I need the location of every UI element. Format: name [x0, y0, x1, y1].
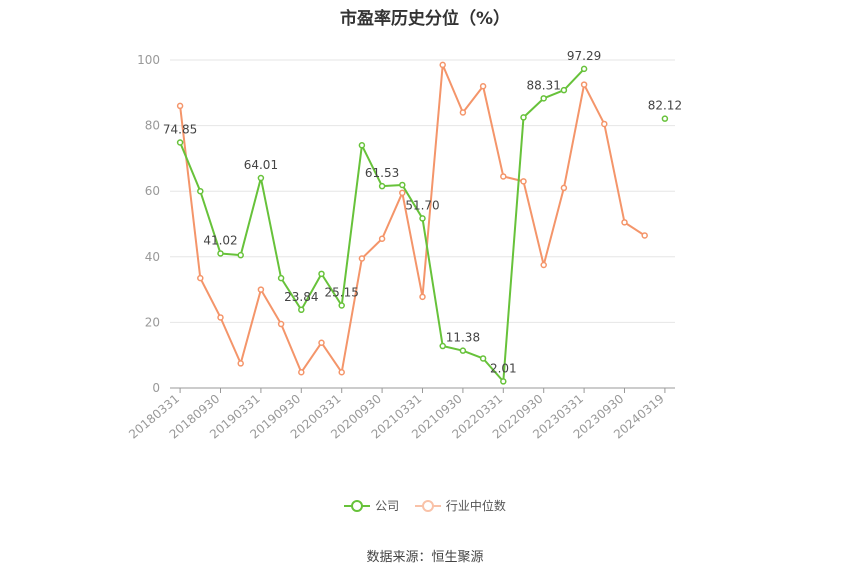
- data-point-company: [197, 187, 204, 195]
- data-label: 11.38: [446, 331, 480, 345]
- data-point-industry: [540, 261, 547, 269]
- data-point-industry: [358, 255, 366, 262]
- legend: 公司 行业中位数: [0, 497, 850, 516]
- data-point-industry: [580, 81, 588, 88]
- data-point-company: [520, 114, 527, 121]
- data-point-industry: [257, 286, 265, 293]
- data-label: 97.29: [567, 49, 601, 63]
- data-point-industry: [479, 82, 487, 90]
- y-tick-label: 100: [137, 53, 160, 67]
- data-point-company: [277, 274, 285, 282]
- data-point-company: [580, 65, 588, 73]
- data-point-industry: [217, 314, 224, 321]
- y-tick-label: 80: [145, 119, 160, 133]
- data-point-company: [399, 181, 406, 189]
- data-point-industry: [601, 120, 608, 128]
- data-point-company: [257, 174, 265, 182]
- data-label: 74.85: [163, 122, 197, 136]
- data-point-industry: [318, 339, 325, 346]
- data-point-industry: [176, 102, 184, 110]
- data-point-industry: [621, 219, 628, 226]
- data-label: 51.70: [405, 198, 439, 212]
- chart-title: 市盈率历史分位（%）: [339, 9, 511, 29]
- data-point-industry: [641, 232, 648, 239]
- data-point-industry: [399, 189, 406, 197]
- data-label: 88.31: [527, 78, 561, 92]
- data-point-industry: [378, 235, 386, 243]
- data-point-company: [500, 378, 507, 385]
- data-point-company: [298, 306, 305, 314]
- data-point-industry: [237, 360, 244, 367]
- data-label: 25.15: [325, 286, 359, 300]
- data-point-industry: [197, 274, 204, 282]
- data-point-company: [419, 215, 426, 222]
- legend-item-industry[interactable]: 行业中位数: [414, 497, 506, 514]
- data-point-company: [217, 250, 224, 257]
- data-point-company: [661, 115, 669, 122]
- y-tick-label: 20: [145, 315, 160, 329]
- legend-swatch-industry: [414, 499, 441, 513]
- legend-item-company[interactable]: 公司: [344, 497, 399, 514]
- y-tick-label: 40: [145, 250, 160, 264]
- data-point-industry: [277, 320, 285, 328]
- legend-swatch-company: [344, 499, 371, 513]
- data-label: 23.84: [284, 290, 318, 304]
- data-point-company: [358, 142, 366, 149]
- data-point-company: [176, 139, 184, 146]
- data-point-industry: [560, 184, 568, 192]
- data-point-company: [378, 182, 386, 190]
- y-tick-label: 0: [152, 381, 160, 395]
- data-point-industry: [520, 178, 527, 185]
- data-point-company: [439, 342, 446, 350]
- data-point-company: [338, 302, 345, 309]
- data-point-industry: [419, 293, 426, 301]
- data-point-company: [540, 95, 547, 102]
- data-point-industry: [439, 61, 446, 69]
- data-point-company: [459, 347, 467, 354]
- data-point-industry: [298, 369, 305, 376]
- data-point-company: [318, 270, 325, 278]
- y-tick-label: 60: [145, 184, 160, 198]
- legend-label-company: 公司: [375, 499, 400, 513]
- data-label: 61.53: [365, 166, 399, 180]
- data-source: 数据来源：恒生聚源: [366, 550, 484, 565]
- data-point-industry: [459, 109, 467, 116]
- data-label: 2.01: [490, 361, 517, 375]
- data-point-industry: [500, 173, 507, 180]
- data-point-company: [479, 355, 487, 362]
- data-label: 41.02: [203, 233, 237, 247]
- data-label: 64.01: [244, 158, 278, 172]
- series-line-industry: [179, 63, 646, 374]
- data-point-company: [560, 86, 568, 94]
- data-point-company: [237, 251, 244, 259]
- legend-label-industry: 行业中位数: [445, 499, 506, 513]
- data-point-industry: [338, 369, 345, 376]
- data-label: 82.12: [648, 99, 682, 113]
